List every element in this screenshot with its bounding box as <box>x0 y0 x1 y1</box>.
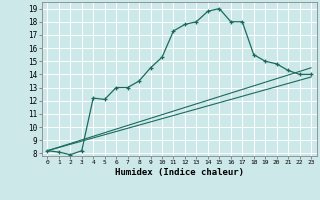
X-axis label: Humidex (Indice chaleur): Humidex (Indice chaleur) <box>115 168 244 177</box>
